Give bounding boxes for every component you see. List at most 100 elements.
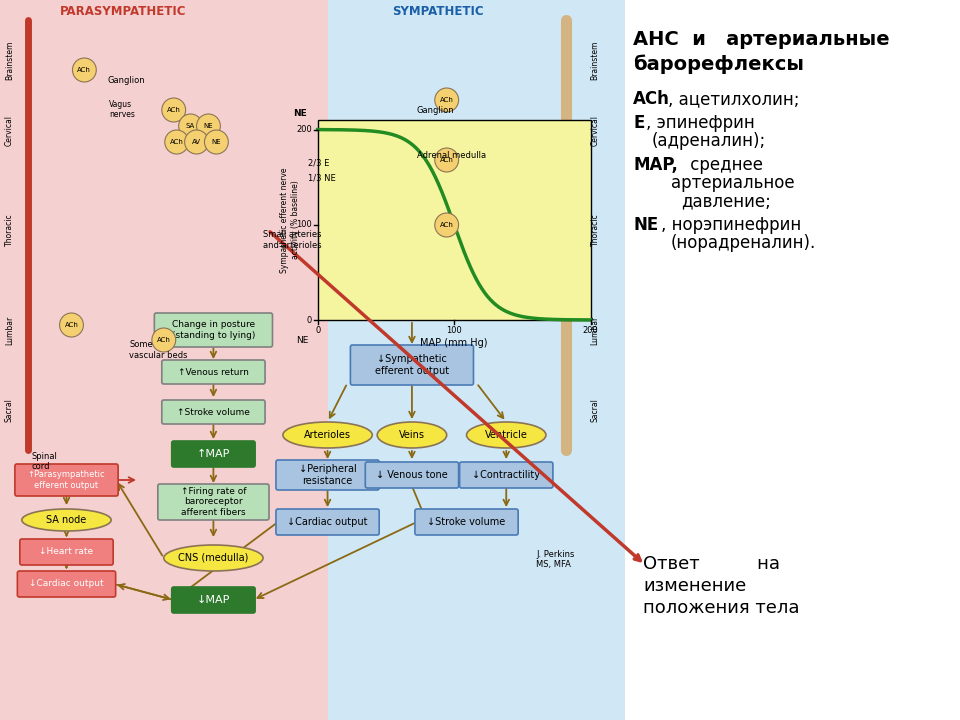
Circle shape bbox=[184, 130, 208, 154]
Text: Brainstem: Brainstem bbox=[5, 40, 14, 80]
Text: ACh: ACh bbox=[156, 337, 171, 343]
Text: Thoracic: Thoracic bbox=[5, 214, 14, 246]
Text: NE: NE bbox=[204, 123, 213, 129]
Text: Ganglion: Ganglion bbox=[108, 76, 145, 84]
Text: 2/3 E: 2/3 E bbox=[308, 158, 329, 168]
Text: CNS (medulla): CNS (medulla) bbox=[179, 553, 249, 563]
Text: ↑Firing rate of
baroreceptor
afferent fibers: ↑Firing rate of baroreceptor afferent fi… bbox=[180, 487, 246, 517]
Circle shape bbox=[197, 114, 221, 138]
Text: Brainstem: Brainstem bbox=[590, 40, 600, 80]
Text: Ventricle: Ventricle bbox=[485, 430, 528, 440]
FancyBboxPatch shape bbox=[415, 509, 518, 535]
Text: , эпинефрин: , эпинефрин bbox=[646, 114, 755, 132]
Text: ACh: ACh bbox=[167, 107, 180, 113]
FancyBboxPatch shape bbox=[172, 587, 255, 613]
Text: Lumbar: Lumbar bbox=[590, 315, 600, 345]
Text: 100: 100 bbox=[446, 326, 462, 335]
Text: 0: 0 bbox=[306, 315, 312, 325]
Text: (норадреналин).: (норадреналин). bbox=[671, 234, 816, 252]
FancyBboxPatch shape bbox=[172, 441, 255, 467]
Text: Sacral: Sacral bbox=[5, 398, 14, 422]
Circle shape bbox=[72, 58, 96, 82]
FancyBboxPatch shape bbox=[0, 0, 154, 720]
Text: ↑Parasympathetic
efferent output: ↑Parasympathetic efferent output bbox=[28, 470, 106, 490]
Text: ACh: ACh bbox=[170, 139, 183, 145]
Text: MAP (mm Hg): MAP (mm Hg) bbox=[420, 338, 488, 348]
FancyBboxPatch shape bbox=[327, 0, 625, 720]
Text: 200: 200 bbox=[296, 125, 312, 134]
Text: SA: SA bbox=[186, 123, 195, 129]
FancyBboxPatch shape bbox=[318, 120, 590, 320]
Circle shape bbox=[204, 130, 228, 154]
Circle shape bbox=[435, 213, 459, 237]
Circle shape bbox=[179, 114, 203, 138]
Text: Lumbar: Lumbar bbox=[5, 315, 14, 345]
Circle shape bbox=[435, 88, 459, 112]
Ellipse shape bbox=[22, 509, 111, 531]
Text: Cervical: Cervical bbox=[590, 114, 600, 145]
Text: Ответ          на: Ответ на bbox=[643, 555, 780, 573]
FancyBboxPatch shape bbox=[157, 484, 269, 520]
Text: ACh: ACh bbox=[440, 157, 454, 163]
FancyBboxPatch shape bbox=[17, 571, 115, 597]
FancyBboxPatch shape bbox=[276, 509, 379, 535]
FancyBboxPatch shape bbox=[20, 539, 113, 565]
FancyBboxPatch shape bbox=[625, 0, 953, 720]
Circle shape bbox=[162, 98, 185, 122]
Text: ↑Venous return: ↑Venous return bbox=[178, 367, 249, 377]
Text: NE: NE bbox=[211, 139, 221, 145]
Text: артериальное: артериальное bbox=[671, 174, 795, 192]
Text: изменение: изменение bbox=[643, 577, 747, 595]
Ellipse shape bbox=[377, 422, 446, 448]
Text: ACh: ACh bbox=[634, 90, 670, 108]
Text: Adrenal medulla: Adrenal medulla bbox=[417, 150, 486, 160]
Text: ↑MAP: ↑MAP bbox=[197, 449, 230, 459]
FancyBboxPatch shape bbox=[155, 313, 273, 347]
Text: ↓ Venous tone: ↓ Venous tone bbox=[376, 470, 447, 480]
Text: 200: 200 bbox=[583, 326, 598, 335]
Text: ↓Cardiac output: ↓Cardiac output bbox=[29, 580, 104, 588]
Text: (адреналин);: (адреналин); bbox=[651, 132, 765, 150]
Text: Some
vascular beds: Some vascular beds bbox=[129, 341, 187, 360]
Text: Spinal
cord: Spinal cord bbox=[32, 452, 58, 472]
FancyBboxPatch shape bbox=[276, 460, 379, 490]
Text: NE: NE bbox=[293, 109, 306, 117]
Text: среднее: среднее bbox=[684, 156, 763, 174]
Text: Small arteries
and arterioles: Small arteries and arterioles bbox=[263, 230, 322, 250]
Circle shape bbox=[165, 130, 188, 154]
Circle shape bbox=[435, 148, 459, 172]
Text: ACh: ACh bbox=[64, 322, 79, 328]
Text: давление;: давление; bbox=[681, 192, 771, 210]
FancyBboxPatch shape bbox=[350, 345, 473, 385]
Text: ↑Stroke volume: ↑Stroke volume bbox=[177, 408, 250, 416]
Ellipse shape bbox=[283, 422, 372, 448]
Text: Arterioles: Arterioles bbox=[304, 430, 351, 440]
Text: J. Perkins
MS, MFA: J. Perkins MS, MFA bbox=[536, 550, 574, 570]
Text: AV: AV bbox=[192, 139, 201, 145]
Text: , норэпинефрин: , норэпинефрин bbox=[661, 216, 802, 234]
Text: барорефлексы: барорефлексы bbox=[634, 54, 804, 73]
Text: SA node: SA node bbox=[46, 515, 86, 525]
Text: 100: 100 bbox=[296, 220, 312, 229]
Text: Ganglion: Ganglion bbox=[417, 106, 454, 114]
Text: ACh: ACh bbox=[440, 97, 454, 103]
FancyBboxPatch shape bbox=[460, 462, 553, 488]
Text: Sympathetic efferent nerve
activity (% baseline): Sympathetic efferent nerve activity (% b… bbox=[280, 167, 300, 273]
Text: ↓Cardiac output: ↓Cardiac output bbox=[287, 517, 368, 527]
Text: ACh: ACh bbox=[78, 67, 91, 73]
Text: ↓Sympathetic
efferent output: ↓Sympathetic efferent output bbox=[374, 354, 449, 376]
Text: NE: NE bbox=[634, 216, 659, 234]
Text: ↓MAP: ↓MAP bbox=[197, 595, 230, 605]
Text: Change in posture
(standing to lying): Change in posture (standing to lying) bbox=[172, 320, 255, 340]
Text: SYMPATHETIC: SYMPATHETIC bbox=[392, 5, 484, 18]
Text: ACh: ACh bbox=[440, 222, 454, 228]
FancyBboxPatch shape bbox=[162, 360, 265, 384]
Circle shape bbox=[152, 328, 176, 352]
FancyBboxPatch shape bbox=[366, 462, 459, 488]
Text: NE: NE bbox=[296, 336, 308, 344]
Text: E: E bbox=[634, 114, 645, 132]
Text: Cervical: Cervical bbox=[5, 114, 14, 145]
Text: положения тела: положения тела bbox=[643, 599, 800, 617]
Text: Veins: Veins bbox=[399, 430, 425, 440]
Text: ↓Heart rate: ↓Heart rate bbox=[39, 547, 93, 557]
